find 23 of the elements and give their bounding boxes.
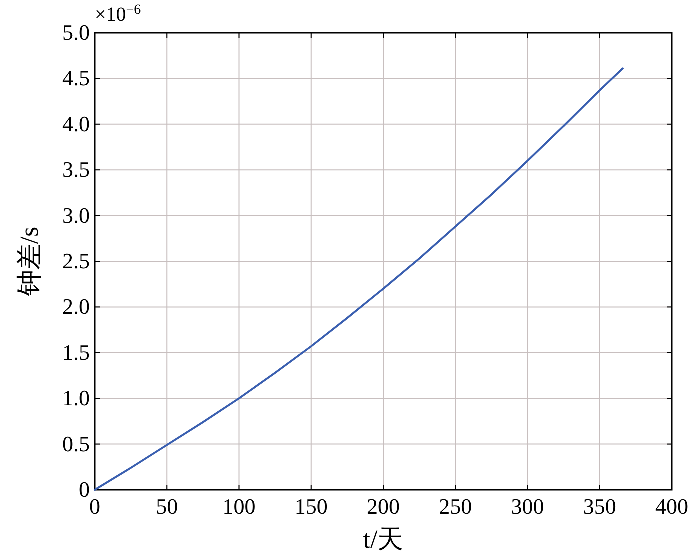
y-tick-label: 4.5 xyxy=(62,66,90,91)
y-tick-label: 3.0 xyxy=(62,202,90,228)
y-tick-label: 4.0 xyxy=(62,111,90,136)
y-axis-title: 钟差/s xyxy=(15,226,44,298)
x-axis-title: t/天 xyxy=(363,525,404,554)
y-tick-label: 2.0 xyxy=(62,294,90,320)
y-tick-label: 0.5 xyxy=(62,431,90,456)
x-tick-label: 350 xyxy=(583,494,616,519)
y-tick-label: 1.5 xyxy=(62,340,90,365)
y-tick-label: 2.5 xyxy=(62,248,90,274)
x-tick-label: 300 xyxy=(511,494,544,519)
y-tick-label: 1.0 xyxy=(62,386,90,411)
x-tick-label: 100 xyxy=(222,494,256,519)
x-tick-label: 150 xyxy=(294,494,328,519)
x-tick-label: 400 xyxy=(656,494,688,519)
y-tick-label: 3.5 xyxy=(62,157,90,182)
x-tick-label: 200 xyxy=(367,494,400,519)
y-tick-label: 0 xyxy=(79,477,90,502)
line-series xyxy=(94,68,624,491)
text: ×10$^{−6}$ xyxy=(95,2,142,26)
x-tick-label: 250 xyxy=(439,494,472,519)
x-tick-label: 50 xyxy=(156,494,178,519)
y-tick-label: 5.0 xyxy=(62,20,90,45)
